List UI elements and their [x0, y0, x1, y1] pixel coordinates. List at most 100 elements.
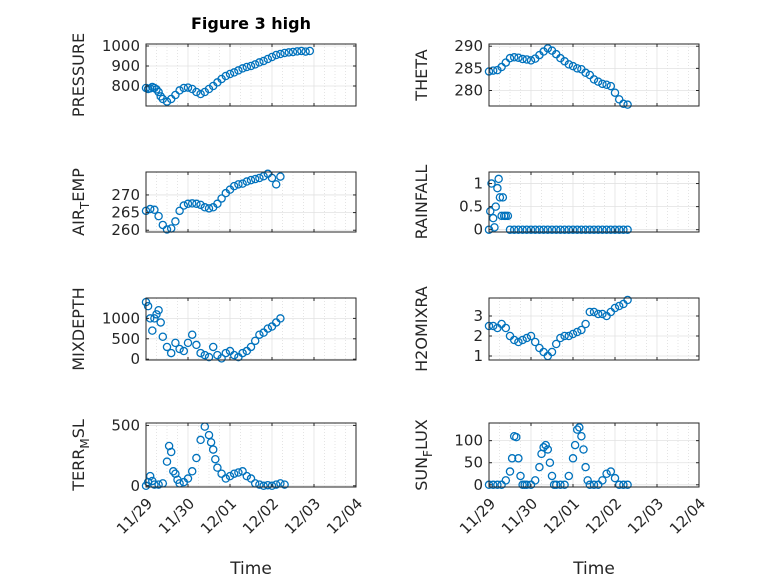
data-point: [514, 225, 523, 234]
data-point: [530, 225, 540, 234]
data-point: [196, 200, 205, 210]
data-point: [579, 445, 588, 454]
data-point: [179, 346, 189, 356]
y-tick-label: 100: [454, 432, 483, 450]
axes-frame: [488, 422, 700, 488]
data-point: [598, 79, 607, 89]
data-point: [217, 354, 226, 363]
data-point: [564, 471, 574, 481]
y-tick-label: 1: [473, 175, 483, 193]
data-point: [179, 201, 189, 210]
data-point: [276, 314, 285, 323]
data-point: [512, 432, 521, 442]
data-point: [150, 205, 159, 215]
data-point: [501, 323, 511, 333]
y-tick-label: 0: [473, 221, 483, 239]
data-point: [623, 480, 632, 490]
data-point: [255, 330, 264, 339]
y-tick-label: 3: [473, 307, 483, 325]
data-point: [522, 333, 532, 343]
y-tick-label: 265: [111, 204, 140, 222]
data-point: [305, 46, 315, 56]
data-point: [497, 211, 506, 221]
data-point: [145, 84, 155, 93]
data-point: [276, 172, 285, 181]
data-point: [602, 225, 611, 234]
y-axis-label-subscript: F: [421, 450, 435, 457]
data-point: [255, 480, 264, 489]
data-point: [543, 225, 553, 234]
data-point: [572, 225, 582, 234]
data-point: [539, 225, 548, 234]
data-point: [221, 71, 231, 81]
data-point: [238, 64, 247, 73]
data-point: [509, 53, 519, 62]
data-point: [154, 305, 163, 315]
y-axis-label: PRESSURE: [69, 33, 88, 117]
data-point: [593, 309, 603, 319]
data-point: [150, 480, 159, 489]
data-point: [522, 225, 532, 234]
data-point: [614, 480, 624, 490]
data-point: [154, 480, 163, 489]
subplot-rainfall: 0 0.5 1 RAINFALL: [412, 165, 700, 239]
data-point: [593, 225, 603, 234]
data-point: [526, 56, 536, 65]
data-point: [602, 469, 611, 479]
data-point: [577, 325, 586, 335]
data-point: [535, 225, 544, 234]
data-point: [547, 225, 557, 234]
data-point: [225, 69, 235, 79]
data-point: [225, 471, 235, 481]
data-point: [568, 225, 578, 234]
data-point: [497, 62, 506, 72]
x-tick-label: 12/03: [281, 495, 324, 538]
data-point: [301, 47, 310, 56]
data-point: [154, 87, 163, 97]
y-axis-label-main: AIR: [69, 209, 88, 236]
data-point: [514, 454, 523, 463]
data-point: [589, 307, 599, 317]
data-point: [280, 48, 289, 58]
data-point: [196, 89, 205, 99]
data-point: [217, 469, 226, 478]
axes-frame: [145, 297, 357, 361]
x-tick-label: 11/30: [498, 495, 541, 538]
data-point: [208, 342, 218, 352]
data-point: [263, 480, 273, 490]
data-point: [543, 44, 553, 53]
data-point: [589, 480, 599, 490]
data-point: [568, 454, 578, 463]
y-tick-label: 285: [454, 59, 483, 77]
data-point: [556, 333, 565, 343]
data-point: [263, 324, 273, 333]
data-point: [148, 326, 157, 335]
data-point: [255, 58, 264, 67]
data-point: [564, 60, 574, 69]
data-point: [623, 225, 632, 234]
data-point: [505, 53, 515, 63]
data-point: [490, 223, 499, 232]
data-point: [229, 469, 239, 478]
y-axis-label: MIXDEPTH: [69, 287, 88, 370]
data-point: [581, 319, 590, 329]
axes-frame: [145, 43, 357, 107]
data-point: [213, 199, 222, 209]
data-point: [204, 204, 214, 213]
data-point: [526, 225, 536, 234]
data-point: [507, 454, 517, 463]
y-tick-label: 1: [473, 347, 483, 365]
y-tick-label: 0: [130, 477, 140, 495]
x-axis-label-right: Time: [572, 559, 615, 579]
data-point: [229, 350, 239, 360]
data-point: [493, 183, 502, 193]
data-point: [229, 68, 239, 77]
data-point: [610, 473, 620, 483]
data-point: [196, 435, 205, 445]
data-point: [171, 90, 180, 100]
data-point: [610, 88, 620, 97]
data-point: [179, 83, 189, 93]
data-point: [581, 68, 590, 78]
